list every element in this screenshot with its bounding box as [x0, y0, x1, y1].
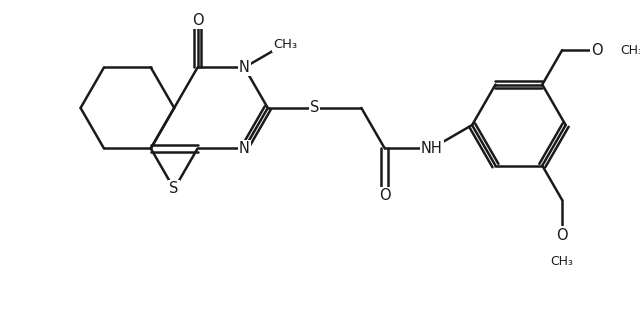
Text: CH₃: CH₃ [273, 37, 297, 50]
Text: S: S [170, 181, 179, 197]
Text: O: O [379, 188, 390, 203]
Text: N: N [239, 141, 250, 156]
Text: O: O [556, 228, 568, 243]
Text: CH₃: CH₃ [551, 255, 573, 268]
Text: NH: NH [420, 141, 442, 156]
Text: O: O [591, 43, 603, 57]
Text: O: O [192, 13, 204, 28]
Text: CH₃: CH₃ [620, 44, 640, 57]
Text: N: N [239, 60, 250, 75]
Text: S: S [310, 100, 319, 116]
